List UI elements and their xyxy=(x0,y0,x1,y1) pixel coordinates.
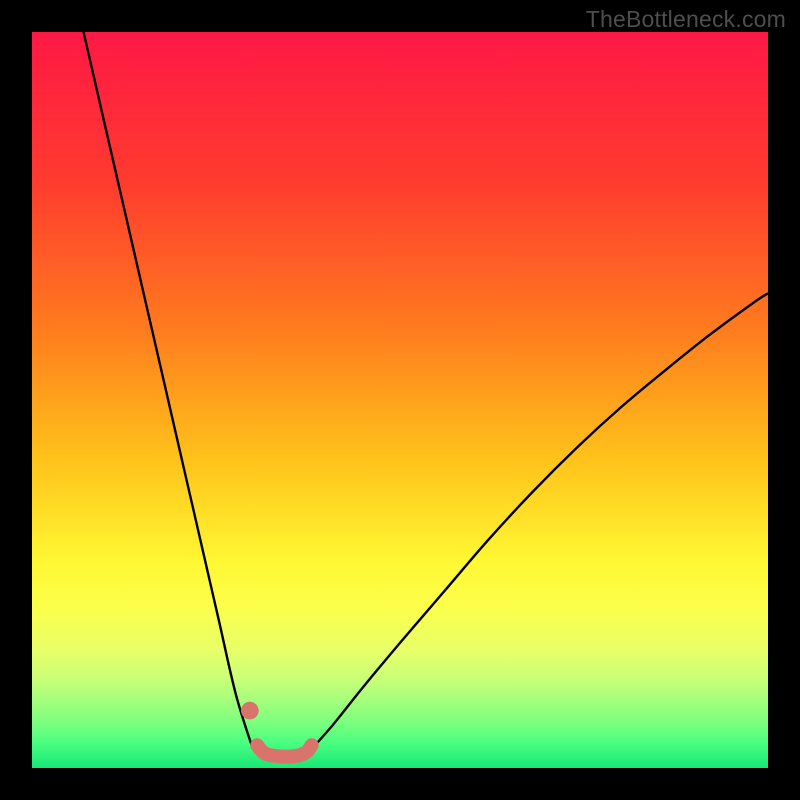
bottom-dot xyxy=(241,702,259,720)
chart-svg xyxy=(32,32,768,768)
curve-left xyxy=(84,32,253,749)
bottom-segment xyxy=(257,745,311,756)
curve-right xyxy=(312,293,768,749)
watermark-text: TheBottleneck.com xyxy=(586,6,786,33)
